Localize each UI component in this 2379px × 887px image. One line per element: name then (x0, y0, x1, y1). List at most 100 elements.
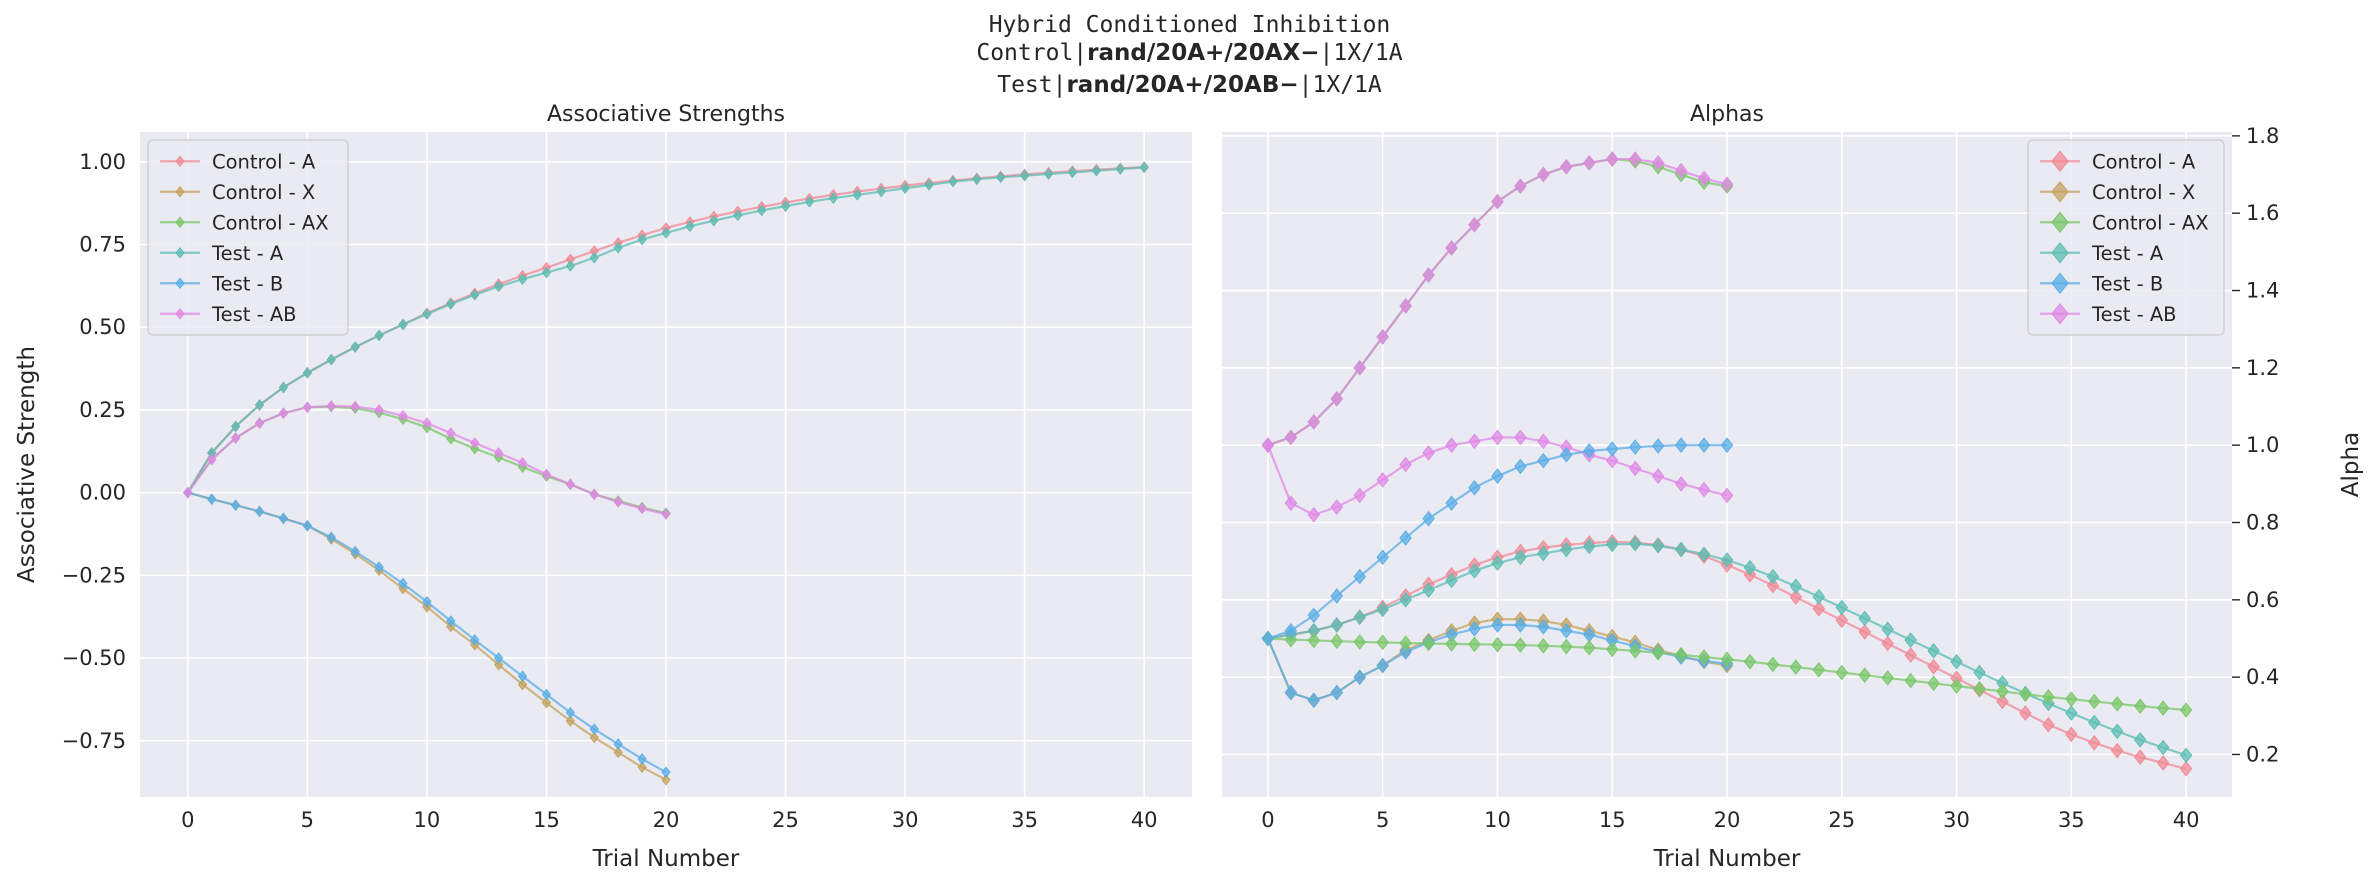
data-point (1514, 458, 1527, 475)
figure-subtitle-test: Test|rand/20A+/20AB−|1X/1A (997, 72, 1382, 98)
data-point (470, 442, 480, 455)
data-point (1628, 153, 1642, 169)
data-point (541, 696, 552, 709)
data-point (1743, 653, 1757, 670)
data-point (1904, 647, 1917, 663)
series-line (1267, 637, 2187, 712)
data-point (1376, 329, 1389, 345)
data-point (1468, 216, 1481, 233)
legend-marker (175, 155, 185, 168)
data-point (302, 401, 313, 414)
x-tick-label: 15 (1599, 808, 1626, 832)
data-point (661, 507, 671, 519)
data-point (2088, 735, 2101, 751)
data-point (493, 280, 504, 293)
data-point (541, 470, 552, 482)
subplot-title: Alphas (1690, 102, 1764, 127)
data-point (302, 367, 313, 379)
x-tick-label: 40 (1131, 808, 1158, 832)
data-point (1605, 151, 1619, 167)
data-point (1651, 644, 1665, 661)
data-point (1376, 549, 1389, 566)
data-point (1560, 158, 1573, 175)
legend-label: Control - AX (2092, 211, 2209, 234)
data-point (565, 253, 576, 266)
data-point (1067, 166, 1078, 179)
legend-marker (2051, 180, 2069, 203)
data-point (1468, 563, 1481, 579)
data-point (493, 451, 504, 464)
data-point (1330, 617, 1344, 633)
y-tick-label: 0.4 (2246, 665, 2279, 689)
data-point (1628, 439, 1642, 455)
y-tick-label: 1.8 (2246, 124, 2279, 148)
data-point (1651, 158, 1665, 175)
data-point (1605, 641, 1619, 658)
data-point (1376, 634, 1389, 651)
data-point (1307, 414, 1321, 430)
series-control-a (1261, 534, 2193, 777)
data-point (1583, 155, 1596, 171)
legend-item: Test - AB (160, 303, 297, 326)
data-point (1628, 634, 1642, 651)
data-point (1353, 360, 1366, 376)
data-point (1491, 468, 1504, 484)
data-point (230, 432, 241, 444)
series-line (186, 166, 1145, 494)
data-point (230, 499, 241, 511)
data-point (709, 214, 719, 227)
data-point (1353, 609, 1366, 626)
data-point (924, 179, 934, 191)
data-point (1284, 622, 1298, 639)
data-point (374, 561, 384, 573)
data-point (1927, 675, 1940, 692)
legend-item: Control - A (160, 150, 316, 173)
data-point (1445, 572, 1458, 589)
data-point (1697, 548, 1711, 564)
y-tick-label: 0.00 (79, 481, 126, 505)
data-point (780, 196, 791, 209)
data-point (1353, 634, 1366, 650)
data-point (326, 353, 336, 366)
data-point (517, 273, 528, 286)
plot-area (140, 132, 1192, 797)
data-point (470, 634, 480, 646)
data-point (446, 298, 456, 310)
data-point (1560, 447, 1573, 463)
data-point (1996, 693, 2009, 710)
data-point (1284, 684, 1298, 701)
data-point (2042, 689, 2055, 705)
data-point (183, 486, 193, 499)
data-point (1720, 178, 1734, 194)
data-point (1043, 168, 1054, 180)
data-point (254, 417, 265, 429)
data-point (374, 329, 384, 342)
data-point (1812, 588, 1826, 605)
data-point (1284, 429, 1298, 446)
data-point (302, 519, 313, 532)
x-tick-label: 5 (301, 808, 314, 832)
figure-title: Hybrid Conditioned Inhibition (988, 12, 1391, 38)
data-point (1399, 635, 1412, 651)
data-point (1353, 487, 1366, 504)
series-line (1267, 157, 1728, 447)
legend-item: Control - X (2040, 181, 2195, 204)
data-point (1583, 447, 1596, 463)
data-point (637, 761, 647, 774)
legend-marker (175, 277, 185, 290)
data-point (1789, 578, 1803, 595)
x-tick-label: 35 (1011, 808, 1038, 832)
data-point (1491, 611, 1504, 627)
data-point (1491, 193, 1504, 210)
data-point (493, 278, 504, 290)
data-point (398, 318, 408, 331)
data-point (230, 420, 241, 433)
data-point (876, 182, 886, 195)
series-control-x (183, 486, 671, 786)
data-point (1491, 555, 1504, 571)
series-line (1267, 157, 1728, 447)
data-point (709, 210, 719, 223)
data-point (541, 688, 552, 701)
data-point (1904, 632, 1917, 648)
data-point (2110, 696, 2124, 712)
